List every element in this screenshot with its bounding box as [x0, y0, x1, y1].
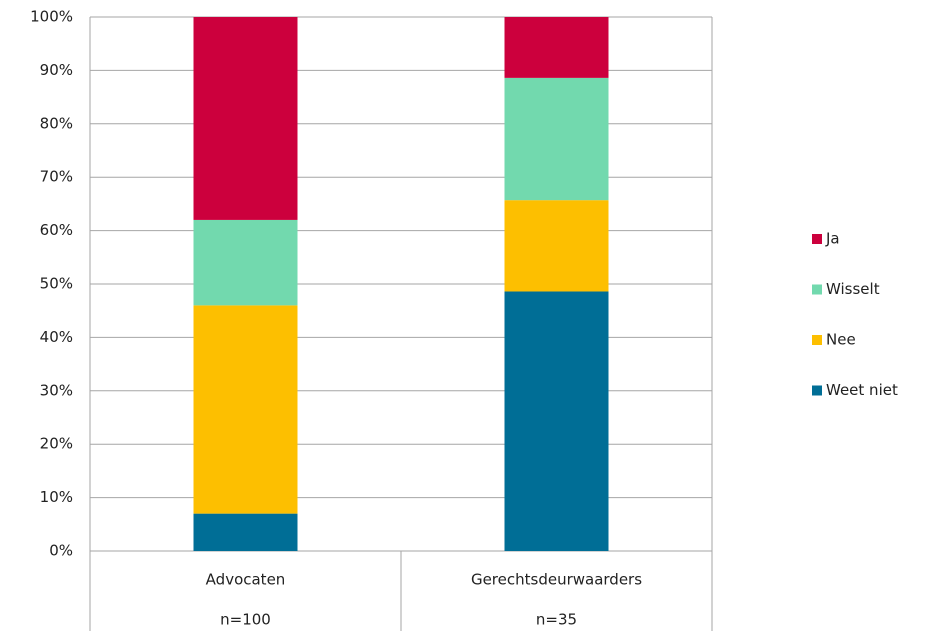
legend-label: Wisselt [826, 280, 880, 298]
bar-segment [193, 305, 298, 514]
y-tick-label: 70% [40, 168, 73, 186]
legend-label: Ja [825, 230, 840, 248]
y-tick-label: 20% [40, 435, 73, 453]
bar-segment [193, 17, 298, 220]
bar-segment [193, 219, 298, 306]
y-tick-label: 90% [40, 61, 73, 79]
bar-segment [504, 77, 609, 201]
legend-label: Nee [826, 331, 856, 349]
legend-swatch [812, 234, 822, 244]
y-tick-label: 50% [40, 275, 73, 293]
legend-swatch [812, 284, 822, 295]
y-tick-label: 100% [30, 8, 73, 26]
legend-swatch [812, 385, 822, 396]
bar-segment [504, 17, 609, 78]
category-note: n=35 [536, 611, 577, 629]
bar-segment [504, 200, 609, 292]
y-tick-label: 60% [40, 221, 73, 239]
bar-segment [504, 291, 609, 551]
x-tick-label: Gerechtsdeurwaarders [471, 571, 642, 589]
x-tick-label: Advocaten [206, 571, 286, 589]
y-tick-label: 80% [40, 114, 73, 132]
y-tick-label: 0% [49, 542, 73, 560]
bar-segment [193, 513, 298, 551]
category-note: n=100 [220, 611, 271, 629]
y-tick-label: 40% [40, 328, 73, 346]
legend-swatch [812, 335, 822, 345]
y-tick-label: 10% [40, 488, 73, 506]
legend-label: Weet niet [826, 381, 898, 399]
y-tick-label: 30% [40, 381, 73, 399]
